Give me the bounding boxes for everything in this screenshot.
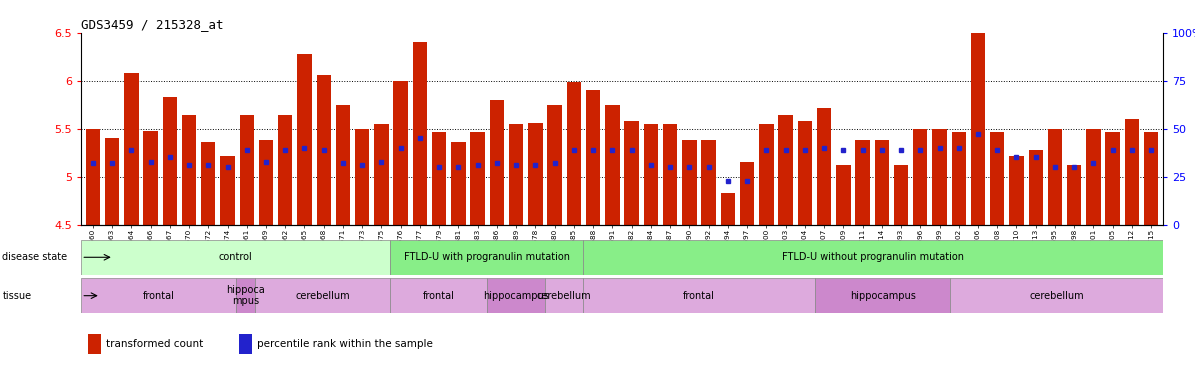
- Bar: [239, 334, 252, 354]
- Bar: [355, 129, 369, 225]
- Bar: [817, 108, 832, 225]
- Bar: [374, 124, 388, 225]
- Bar: [490, 100, 504, 225]
- Bar: [663, 124, 678, 225]
- Bar: [625, 121, 639, 225]
- Bar: [682, 140, 697, 225]
- Bar: [259, 140, 274, 225]
- Bar: [336, 105, 350, 225]
- Bar: [255, 278, 391, 313]
- Bar: [989, 132, 1005, 225]
- Bar: [894, 165, 908, 225]
- Bar: [105, 138, 120, 225]
- Bar: [86, 129, 100, 225]
- Text: FTLD-U without progranulin mutation: FTLD-U without progranulin mutation: [782, 252, 964, 262]
- Bar: [412, 42, 427, 225]
- Bar: [586, 90, 600, 225]
- Bar: [1029, 150, 1043, 225]
- Bar: [391, 278, 486, 313]
- Bar: [778, 115, 792, 225]
- Text: tissue: tissue: [2, 291, 31, 301]
- Bar: [391, 240, 583, 275]
- Bar: [278, 115, 293, 225]
- Bar: [836, 165, 851, 225]
- Text: frontal: frontal: [142, 291, 174, 301]
- Bar: [124, 73, 139, 225]
- Bar: [220, 156, 234, 225]
- Bar: [605, 105, 619, 225]
- Bar: [545, 278, 583, 313]
- Bar: [182, 115, 196, 225]
- Bar: [1048, 129, 1062, 225]
- Bar: [486, 278, 545, 313]
- Bar: [1144, 132, 1158, 225]
- Text: hippocampus: hippocampus: [850, 291, 915, 301]
- Text: disease state: disease state: [2, 252, 67, 262]
- Bar: [1086, 129, 1101, 225]
- Bar: [583, 278, 815, 313]
- Bar: [1124, 119, 1139, 225]
- Bar: [932, 129, 946, 225]
- Bar: [81, 240, 391, 275]
- Text: frontal: frontal: [423, 291, 454, 301]
- Bar: [298, 54, 312, 225]
- Text: control: control: [219, 252, 252, 262]
- Bar: [239, 115, 255, 225]
- Text: FTLD-U with progranulin mutation: FTLD-U with progranulin mutation: [404, 252, 570, 262]
- Bar: [797, 121, 813, 225]
- Text: cerebellum: cerebellum: [537, 291, 592, 301]
- Text: hippocampus: hippocampus: [483, 291, 549, 301]
- Bar: [452, 142, 466, 225]
- Bar: [1010, 156, 1024, 225]
- Text: frontal: frontal: [684, 291, 715, 301]
- Bar: [431, 132, 447, 225]
- Bar: [1067, 165, 1081, 225]
- Text: cerebellum: cerebellum: [1029, 291, 1084, 301]
- Bar: [950, 278, 1163, 313]
- Bar: [143, 131, 158, 225]
- Text: GDS3459 / 215328_at: GDS3459 / 215328_at: [81, 18, 223, 31]
- Bar: [740, 162, 754, 225]
- Bar: [759, 124, 773, 225]
- Bar: [951, 132, 966, 225]
- Bar: [815, 278, 950, 313]
- Bar: [644, 124, 658, 225]
- Bar: [547, 105, 562, 225]
- Bar: [875, 140, 889, 225]
- Text: percentile rank within the sample: percentile rank within the sample: [257, 339, 433, 349]
- Bar: [913, 129, 927, 225]
- Bar: [393, 81, 407, 225]
- Bar: [201, 142, 215, 225]
- Bar: [528, 123, 543, 225]
- Bar: [81, 278, 235, 313]
- Bar: [509, 124, 523, 225]
- Bar: [471, 132, 485, 225]
- Bar: [317, 75, 331, 225]
- Bar: [1105, 132, 1120, 225]
- Bar: [856, 140, 870, 225]
- Bar: [721, 193, 735, 225]
- Bar: [701, 140, 716, 225]
- Text: cerebellum: cerebellum: [295, 291, 350, 301]
- Bar: [163, 97, 177, 225]
- Bar: [88, 334, 102, 354]
- Bar: [970, 33, 985, 225]
- Bar: [583, 240, 1163, 275]
- Text: hippoca
mpus: hippoca mpus: [226, 285, 265, 306]
- Bar: [235, 278, 255, 313]
- Text: transformed count: transformed count: [106, 339, 203, 349]
- Bar: [566, 82, 581, 225]
